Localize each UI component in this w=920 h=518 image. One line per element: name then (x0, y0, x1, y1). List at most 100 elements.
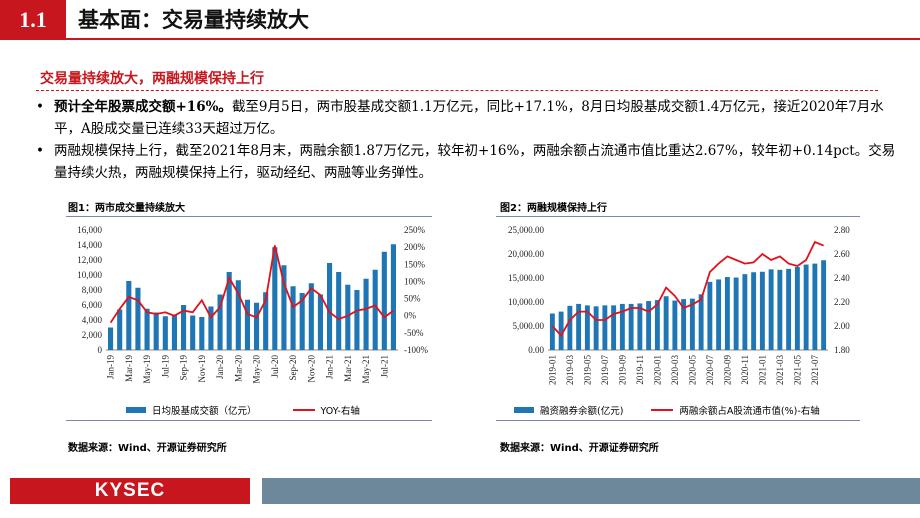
bullet-text: 两融规模保持上行，截至2021年8月末，两融余额1.87万亿元，较年初+16%，… (54, 143, 896, 181)
bar (390, 244, 396, 350)
section-subtitle: 交易量持续放大，两融规模保持上行 (40, 71, 264, 87)
x-tick-label: 2020-09 (722, 355, 732, 385)
bar (153, 312, 159, 350)
bar (602, 305, 608, 350)
bar (372, 269, 378, 350)
bar (126, 281, 132, 350)
bar (567, 305, 573, 350)
x-tick-label: Jan-20 (215, 355, 225, 379)
header-divider (66, 38, 920, 40)
y-left-tick-label: 10,000.00 (508, 297, 545, 307)
x-tick-label: 2019-07 (600, 355, 610, 385)
bar (777, 269, 783, 350)
subtitle-divider (36, 90, 878, 91)
x-tick-label: May-19 (142, 355, 152, 384)
y-left-tick-label: 14,000 (77, 240, 102, 250)
bar (681, 299, 687, 350)
bar (742, 274, 748, 350)
x-tick-label: May-20 (252, 355, 262, 384)
x-tick-label: 2020-03 (670, 355, 680, 385)
bar (208, 306, 214, 350)
x-tick-label: 2019-01 (547, 355, 557, 385)
bar (611, 305, 617, 350)
bullet-text: 截至9月5日，两市股基成交额1.1万亿元，同比+17.1%，8月日均股基成交额1… (54, 99, 884, 137)
fig2-source: 数据来源：Wind、开源证券研究所 (500, 443, 659, 454)
y-right-tick-label: 150% (404, 259, 426, 269)
legend-bar-swatch (514, 407, 534, 413)
fig2-legend: 融资融券余额(亿元) 两融余额占A股流通市值(%)-右轴 (514, 403, 820, 417)
y-right-tick-label: 100% (404, 276, 426, 286)
y-right-tick-label: 250% (404, 225, 426, 235)
fig2-chart: 0.00 5,000.00 10,000.00 15,000.00 20,000.00 2… (508, 225, 850, 385)
bar (345, 284, 351, 350)
y-left-tick-label: 6,000 (82, 300, 103, 310)
bar (226, 272, 232, 350)
bar (593, 306, 599, 350)
x-tick-label: 2019-09 (617, 355, 627, 385)
bar (584, 305, 590, 350)
legend-line-label: YOY-右轴 (320, 406, 360, 417)
footer-bar (262, 478, 920, 504)
page-title: 基本面：交易量持续放大 (78, 7, 309, 32)
legend-bar-swatch (126, 407, 146, 413)
y-right-tick-label: 2.20 (834, 297, 850, 307)
x-tick-label: 2020-05 (687, 355, 697, 385)
x-tick-label: Jan-19 (106, 355, 116, 379)
legend-line-label: 两融余额占A股流通市值(%)-右轴 (679, 406, 820, 417)
y-right-tick-label: 1.80 (834, 345, 850, 355)
bar (724, 277, 730, 350)
x-tick-label: 2020-07 (705, 355, 715, 385)
bar (576, 303, 582, 350)
bar (190, 315, 196, 350)
bar (336, 272, 342, 350)
y-left-tick-label: 20,000.00 (508, 249, 545, 259)
legend-line-swatch (292, 409, 315, 411)
bar (363, 278, 369, 350)
bar (549, 313, 555, 350)
y-left-tick-label: 12,000 (77, 255, 102, 265)
bar (707, 281, 713, 350)
bar (381, 251, 387, 350)
bar (663, 296, 669, 350)
bar (254, 302, 260, 350)
bar (327, 263, 333, 350)
legend-bar-label: 日均股基成交额（亿元） (152, 406, 257, 417)
bullet-item: • 预计全年股票成交额+16%。截至9月5日，两市股基成交额1.1万亿元，同比+… (32, 96, 902, 140)
bar (637, 303, 643, 350)
bar (244, 299, 250, 350)
bar (235, 280, 241, 350)
y-left-tick-label: 10,000 (77, 270, 102, 280)
bar (654, 300, 660, 350)
y-right-tick-label: -50% (404, 328, 424, 338)
fig2-title: 图2：两融规模保持上行 (500, 203, 607, 214)
x-tick-label: 2020-01 (652, 355, 662, 385)
bullet-bold: 预计全年股票成交额+16%。 (54, 99, 232, 115)
bar (299, 293, 305, 350)
y-left-tick-label: 0.00 (528, 345, 544, 355)
y-left-tick-label: 0 (98, 345, 103, 355)
header: 1.1 基本面：交易量持续放大 (0, 0, 920, 40)
y-right-tick-label: -100% (404, 345, 428, 355)
x-tick-label: Sep-19 (179, 355, 189, 381)
bar (281, 265, 287, 350)
fig1-chart: 0 2,000 4,000 6,000 8,000 10,000 12,000 14,000 1… (77, 225, 428, 384)
bar (308, 283, 314, 350)
y-left-tick-label: 8,000 (82, 285, 103, 295)
y-left-tick-label: 15,000.00 (508, 273, 545, 283)
series-line (109, 245, 394, 324)
y-left-tick-label: 25,000.00 (508, 225, 545, 235)
x-tick-label: Mar-19 (124, 355, 134, 382)
x-tick-label: Sep-20 (288, 355, 298, 381)
bar (263, 292, 269, 350)
bar (181, 305, 187, 350)
bar (272, 247, 278, 350)
y-right-tick-label: 50% (404, 294, 421, 304)
bar (354, 290, 360, 350)
x-tick-label: 2021-07 (810, 355, 820, 385)
y-left-tick-label: 16,000 (77, 225, 102, 235)
bar (558, 311, 564, 350)
bar (317, 294, 323, 350)
legend-line-swatch (651, 409, 674, 411)
bar (646, 301, 652, 350)
bar (786, 268, 792, 350)
